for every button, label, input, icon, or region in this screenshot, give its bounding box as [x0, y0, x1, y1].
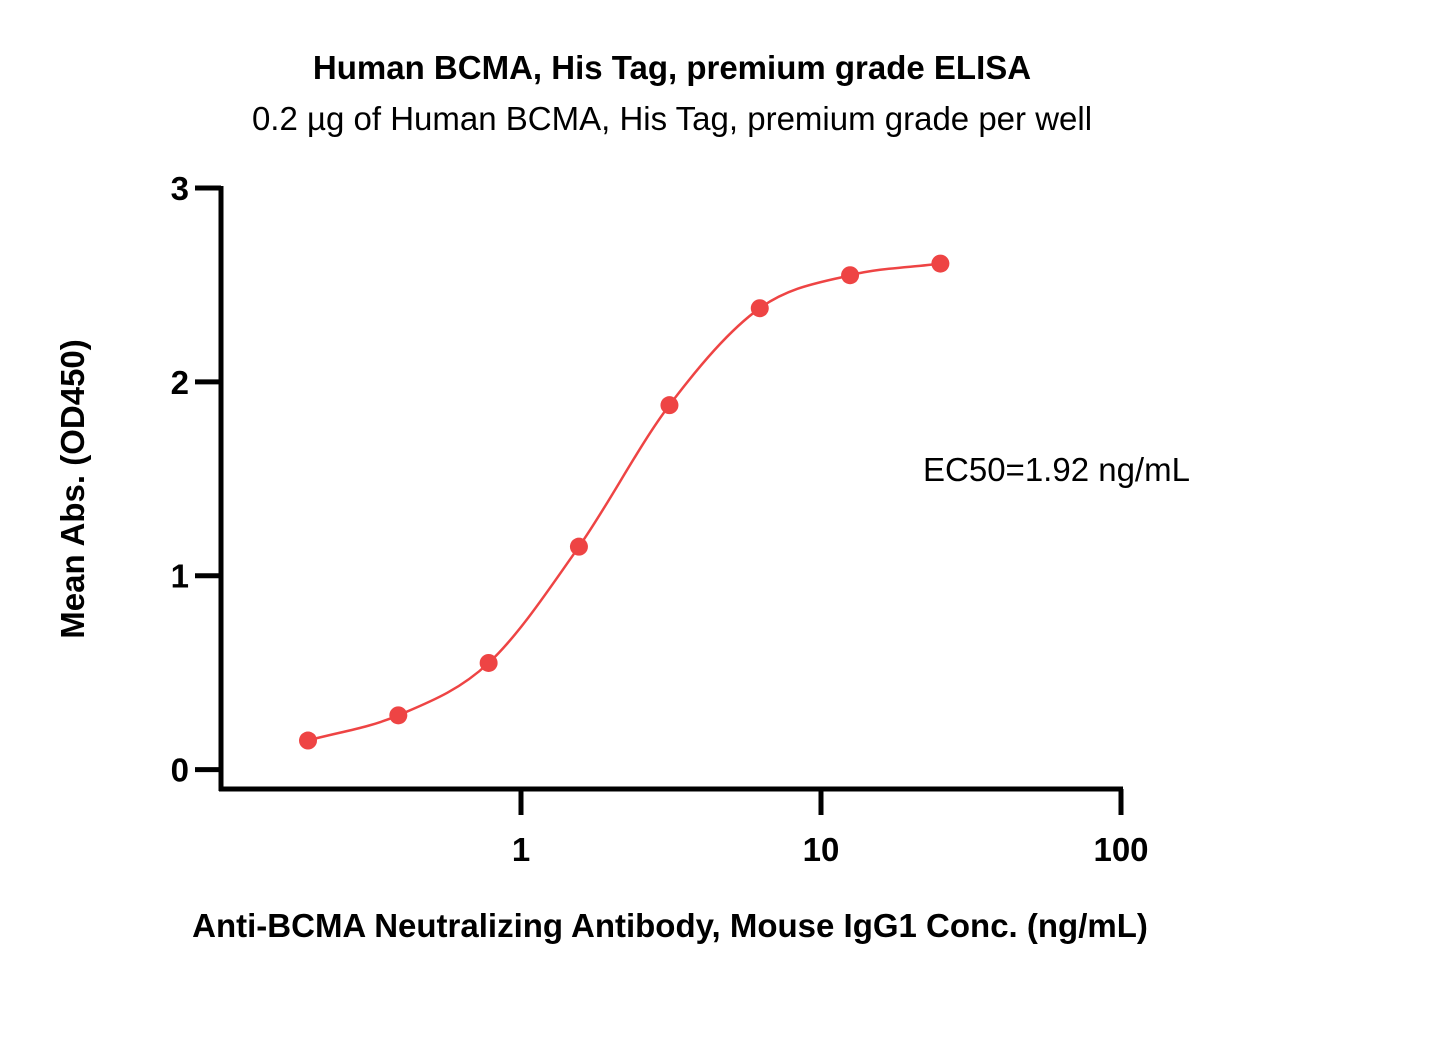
x-axis-label: Anti-BCMA Neutralizing Antibody, Mouse I…	[192, 907, 1148, 944]
y-axis-label: Mean Abs. (OD450)	[54, 339, 91, 639]
ec50-annotation: EC50=1.92 ng/mL	[923, 451, 1190, 488]
fit-curve	[307, 262, 941, 742]
x-tick-label: 100	[1093, 831, 1148, 868]
y-tick-label: 1	[171, 558, 189, 595]
y-axis-ticks: 0 1 2 3	[171, 170, 221, 789]
x-tick-label: 10	[803, 831, 840, 868]
chart-title: Human BCMA, His Tag, premium grade ELISA	[313, 49, 1031, 86]
x-tick-label: 1	[512, 831, 530, 868]
x-axis-ticks: 1 10 100	[512, 789, 1149, 868]
y-tick-label: 3	[171, 170, 189, 207]
data-point	[750, 299, 769, 318]
data-point	[299, 731, 318, 750]
data-points	[299, 254, 950, 750]
data-point	[841, 266, 860, 285]
chart-subtitle: 0.2 µg of Human BCMA, His Tag, premium g…	[252, 100, 1092, 137]
data-point	[479, 653, 498, 672]
y-tick-label: 2	[171, 364, 189, 401]
data-point	[569, 537, 588, 556]
data-point	[931, 254, 950, 273]
axes	[218, 186, 1123, 792]
data-point	[389, 706, 408, 725]
data-point	[660, 396, 679, 415]
y-tick-label: 0	[171, 752, 189, 789]
